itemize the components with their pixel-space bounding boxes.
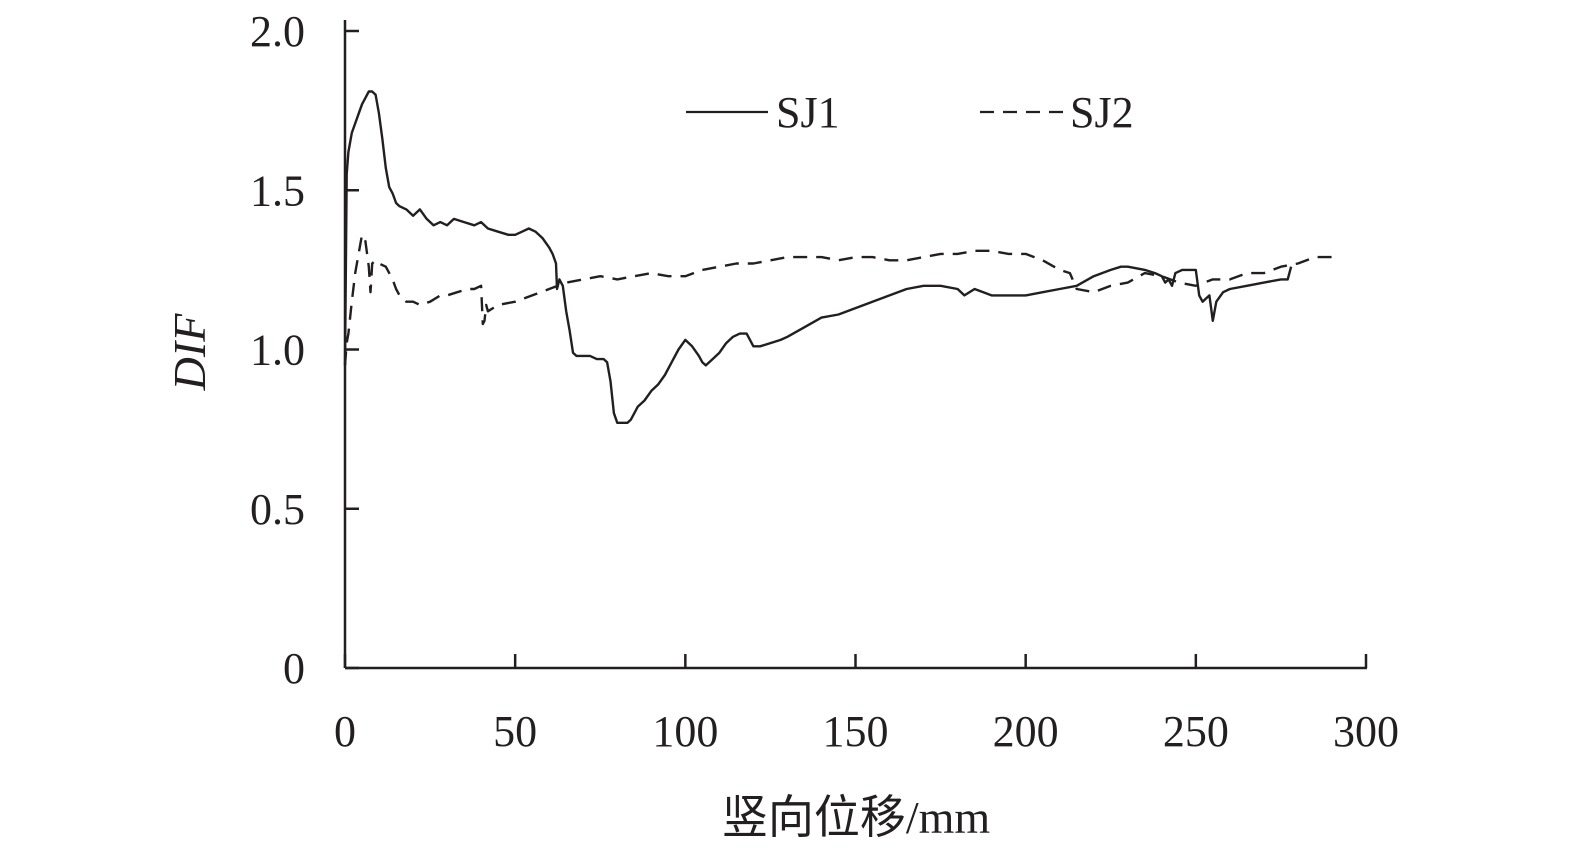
x-tick-label: 200 (993, 707, 1059, 756)
legend-label-sj1: SJ1 (776, 88, 840, 137)
y-tick-label: 0 (283, 644, 305, 693)
series-line-sj2 (343, 233, 1332, 366)
x-tick-label: 250 (1163, 707, 1229, 756)
x-tick-label: 50 (493, 707, 537, 756)
legend-label-sj2: SJ2 (1070, 88, 1134, 137)
series-line-sj1 (343, 90, 1293, 424)
legend: SJ1 SJ2 (686, 88, 1134, 137)
x-axis-title: 竖向位移/mm (722, 792, 991, 843)
x-tick-label: 150 (823, 707, 889, 756)
y-tick-label: 1.0 (250, 326, 305, 375)
x-ticks: 0 50 100 150 200 250 300 (334, 654, 1399, 756)
y-tick-label: 0.5 (250, 485, 305, 534)
y-ticks: 0 0.5 1.0 1.5 2.0 (250, 7, 359, 693)
y-axis-title: DIF (164, 313, 215, 392)
x-tick-label: 100 (652, 707, 718, 756)
x-tick-label: 300 (1333, 707, 1399, 756)
y-tick-label: 1.5 (250, 166, 305, 215)
y-tick-label: 2.0 (250, 7, 305, 56)
x-tick-label: 0 (334, 707, 356, 756)
series-layer (343, 90, 1332, 424)
